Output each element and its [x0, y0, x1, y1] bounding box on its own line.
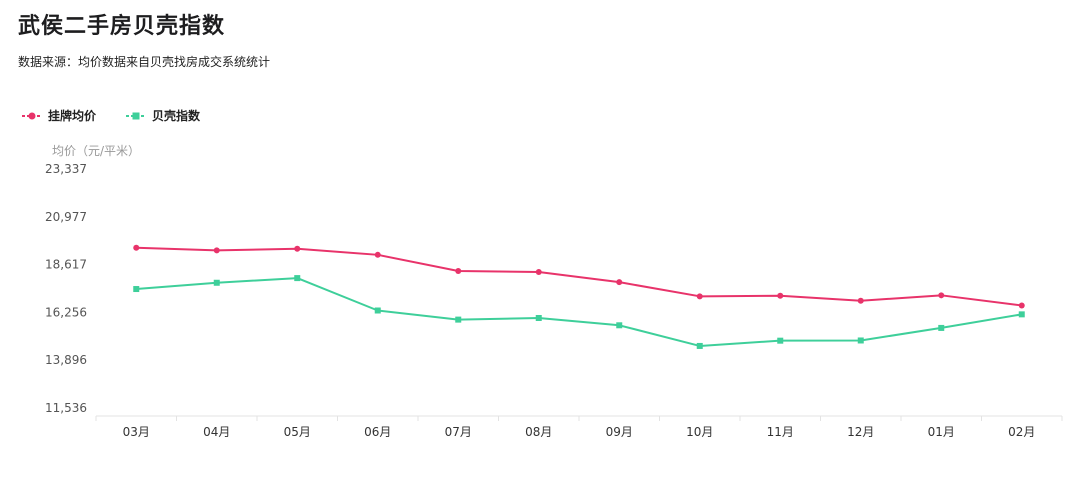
y-axis-label: 均价（元/平米） — [52, 144, 141, 158]
data-point[interactable] — [455, 316, 462, 323]
chart-subtitle: 数据来源：均价数据来自贝壳找房成交系统统计 — [18, 55, 271, 69]
data-point[interactable] — [777, 292, 784, 299]
x-tick-label: 12月 — [847, 425, 874, 439]
x-tick-label: 09月 — [606, 425, 633, 439]
data-point[interactable] — [213, 279, 220, 286]
data-point[interactable] — [696, 293, 703, 300]
data-point[interactable] — [857, 337, 864, 344]
y-tick-label: 18,617 — [45, 258, 87, 272]
data-point[interactable] — [777, 337, 784, 344]
data-point[interactable] — [938, 324, 945, 331]
y-axis-ticks: 11,536 13,896 16,256 18,617 20,977 23,337 — [45, 162, 87, 415]
legend-dot-series-1 — [28, 112, 36, 119]
x-tick-label: 07月 — [445, 425, 472, 439]
data-point[interactable] — [616, 279, 623, 286]
y-tick-label: 20,977 — [45, 210, 87, 224]
y-tick-label: 23,337 — [45, 162, 87, 176]
data-point[interactable] — [294, 275, 301, 282]
legend-marker-series-2 — [126, 112, 147, 119]
data-point[interactable] — [1018, 311, 1025, 318]
data-point[interactable] — [938, 292, 945, 299]
data-point[interactable] — [133, 286, 140, 293]
x-tick-label: 01月 — [928, 425, 955, 439]
legend-square-series-2 — [132, 112, 140, 119]
x-axis: 03月 04月 05月 06月 07月 08月 09月 10月 11月 12月 01月 02月 — [95, 415, 1063, 439]
series-line-1 — [136, 246, 1022, 307]
x-tick-label: 03月 — [123, 425, 150, 439]
data-point[interactable] — [374, 307, 381, 314]
x-tick-label: 08月 — [525, 425, 552, 439]
chart-title: 武侯二手房贝壳指数 — [18, 14, 226, 39]
legend-label-series-1: 挂牌均价 — [48, 109, 97, 123]
data-point[interactable] — [535, 314, 542, 321]
legend-marker-series-1 — [22, 112, 42, 119]
legend-item-series-1[interactable]: 挂牌均价 — [22, 107, 96, 124]
data-point[interactable] — [455, 268, 462, 275]
x-tick-label: 06月 — [364, 425, 391, 439]
data-point[interactable] — [535, 269, 542, 276]
series-line-2 — [136, 277, 1022, 347]
x-tick-label: 02月 — [1008, 425, 1035, 439]
data-point[interactable] — [1018, 302, 1025, 309]
data-point[interactable] — [857, 297, 864, 304]
data-point[interactable] — [213, 247, 220, 254]
x-tick-label: 10月 — [686, 425, 713, 439]
data-point[interactable] — [696, 342, 703, 349]
y-tick-label: 11,536 — [45, 401, 87, 415]
data-point[interactable] — [374, 251, 381, 258]
data-point[interactable] — [294, 245, 301, 252]
y-tick-label: 13,896 — [45, 353, 87, 367]
x-tick-label: 05月 — [284, 425, 311, 439]
x-tick-label: 04月 — [203, 425, 230, 439]
legend: 挂牌均价 贝壳指数 — [22, 107, 230, 124]
data-point[interactable] — [616, 322, 623, 329]
series-group — [133, 244, 1025, 349]
legend-item-series-2[interactable]: 贝壳指数 — [126, 107, 200, 124]
data-point[interactable] — [133, 244, 140, 251]
legend-label-series-2: 贝壳指数 — [152, 109, 201, 123]
y-tick-label: 16,256 — [45, 305, 87, 319]
x-tick-label: 11月 — [767, 425, 794, 439]
